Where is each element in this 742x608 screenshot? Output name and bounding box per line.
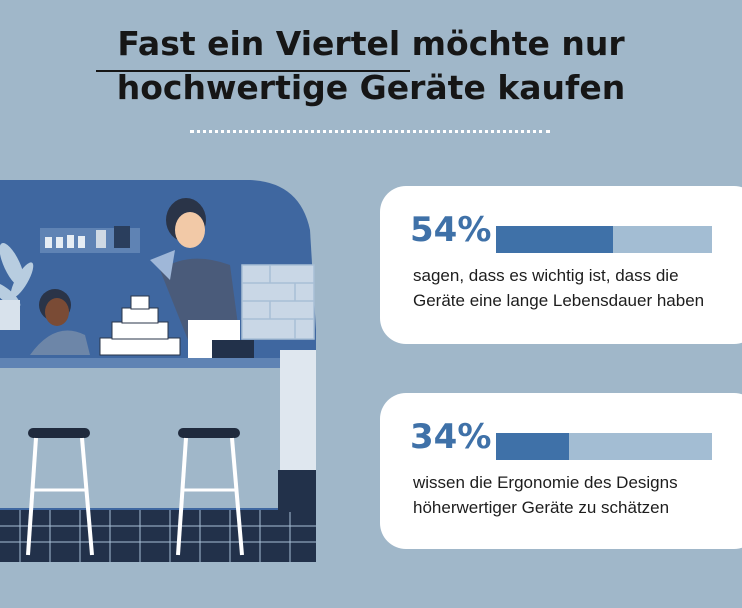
stat-bar [496, 433, 712, 460]
kitchen-counter-top [0, 358, 288, 368]
title-underline [96, 70, 410, 72]
page-title: Fast ein Viertel möchte nur hochwertige … [0, 22, 742, 110]
stat-description: wissen die Ergonomie des Designs höherwe… [413, 473, 678, 517]
dotted-divider [190, 130, 550, 133]
floor-tiles [0, 470, 316, 562]
kitchen-scene-illustration [0, 180, 316, 562]
stat-percent: 34% [410, 417, 492, 457]
bar-stool-right [176, 428, 244, 556]
title-line-1: Fast ein Viertel möchte nur [117, 24, 625, 63]
plant [0, 242, 34, 330]
stat-bar-fill [496, 433, 570, 460]
stat-percent: 54% [410, 210, 492, 250]
wall-tiles [241, 264, 315, 340]
stat-card-lifespan: 54% sagen, dass es wichtig ist, dass die… [380, 186, 742, 344]
spice-jars [45, 226, 130, 248]
stat-bar [496, 226, 712, 253]
tiered-cake [99, 295, 181, 356]
bar-stool-left [26, 428, 94, 556]
cooking-pot [212, 340, 254, 360]
stat-description: sagen, dass es wichtig ist, dass die Ger… [413, 266, 705, 310]
stat-bar-fill [496, 226, 613, 253]
child-figure [30, 289, 90, 355]
stat-card-ergonomics: 34% wissen die Ergonomie des Designs höh… [380, 393, 742, 549]
counter-side [280, 350, 316, 485]
title-line-2: hochwertige Geräte kaufen [116, 68, 626, 107]
